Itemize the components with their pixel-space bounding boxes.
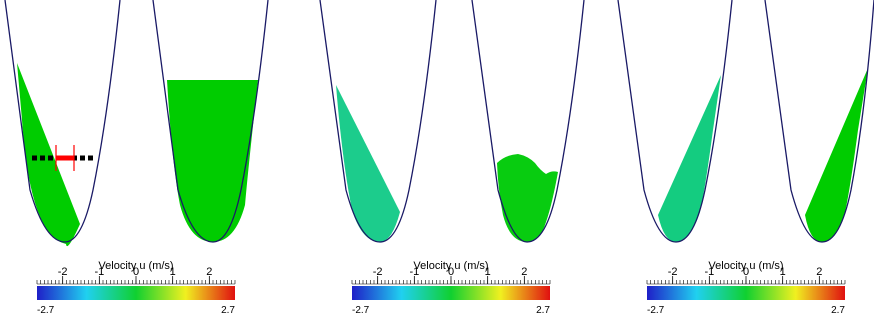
- basin-3-fill: [336, 85, 400, 242]
- basin-1-outline: [4, 0, 121, 243]
- colorbar-max-label: 2.7: [221, 305, 235, 316]
- colorbar-minor-ticks: [646, 280, 846, 284]
- basin-4-outline: [471, 0, 585, 243]
- colorbar-min-label: -2.7: [352, 305, 370, 316]
- colorbar-tick-label: -1: [704, 266, 714, 278]
- colorbar-2: Velocity u (m/s) -2 -1 0 1 2 -2.7 2.7: [351, 260, 551, 316]
- colorbar-tick-label: 1: [170, 266, 176, 278]
- colorbar-tick-label: -1: [409, 266, 419, 278]
- basin-6-outline: [764, 0, 874, 243]
- panel-1: [4, 0, 269, 247]
- basin-1-fill: [17, 63, 80, 247]
- basin-5-outline: [617, 0, 733, 243]
- colorbar-title: Velocity u (m/s): [98, 260, 173, 272]
- colorbar-tick-label: -2: [373, 266, 383, 278]
- panel-3: [617, 0, 874, 243]
- basin-5-fill: [658, 75, 721, 242]
- colorbar-min-label: -2.7: [647, 305, 665, 316]
- colorbar-tick-label: 2: [206, 266, 212, 278]
- colorbar-tick-label: 1: [780, 266, 786, 278]
- colorbar-1: Velocity u (m/s) -2 -1 0 1 2 -2.7 2.7: [36, 260, 235, 316]
- colorbar-tick-label: -2: [668, 266, 678, 278]
- basin-3-outline: [319, 0, 437, 243]
- colorbar-tick-label: 1: [485, 266, 491, 278]
- colorbar-tick-label: -2: [58, 266, 68, 278]
- panel-2: [319, 0, 585, 243]
- basin-6-fill: [805, 68, 868, 242]
- colorbar-tick-label: 0: [448, 266, 454, 278]
- colorbar-max-label: 2.7: [831, 305, 845, 316]
- colorbar-gradient: [647, 286, 845, 300]
- colorbar-tick-label: 2: [521, 266, 527, 278]
- colorbar-max-label: 2.7: [536, 305, 550, 316]
- colorbar-tick-label: 0: [743, 266, 749, 278]
- colorbar-title: Velocity u (m/s): [708, 260, 783, 272]
- basin-4-fill: [497, 154, 558, 242]
- basin-2-outline: [152, 0, 269, 243]
- velocity-probe-marker: [32, 145, 96, 171]
- colorbar-tick-label: 0: [133, 266, 139, 278]
- colorbar-gradient: [37, 286, 235, 300]
- colorbar-minor-ticks: [351, 280, 551, 284]
- basin-2-fill: [167, 80, 258, 242]
- colorbar-tick-label: -1: [94, 266, 104, 278]
- colorbar-tick-label: 2: [816, 266, 822, 278]
- colorbar-title: Velocity u (m/s): [413, 260, 488, 272]
- colorbar-gradient: [352, 286, 550, 300]
- colorbar-3: Velocity u (m/s) -2 -1 0 1 2 -2.7 2.7: [646, 260, 846, 316]
- colorbar-min-label: -2.7: [37, 305, 55, 316]
